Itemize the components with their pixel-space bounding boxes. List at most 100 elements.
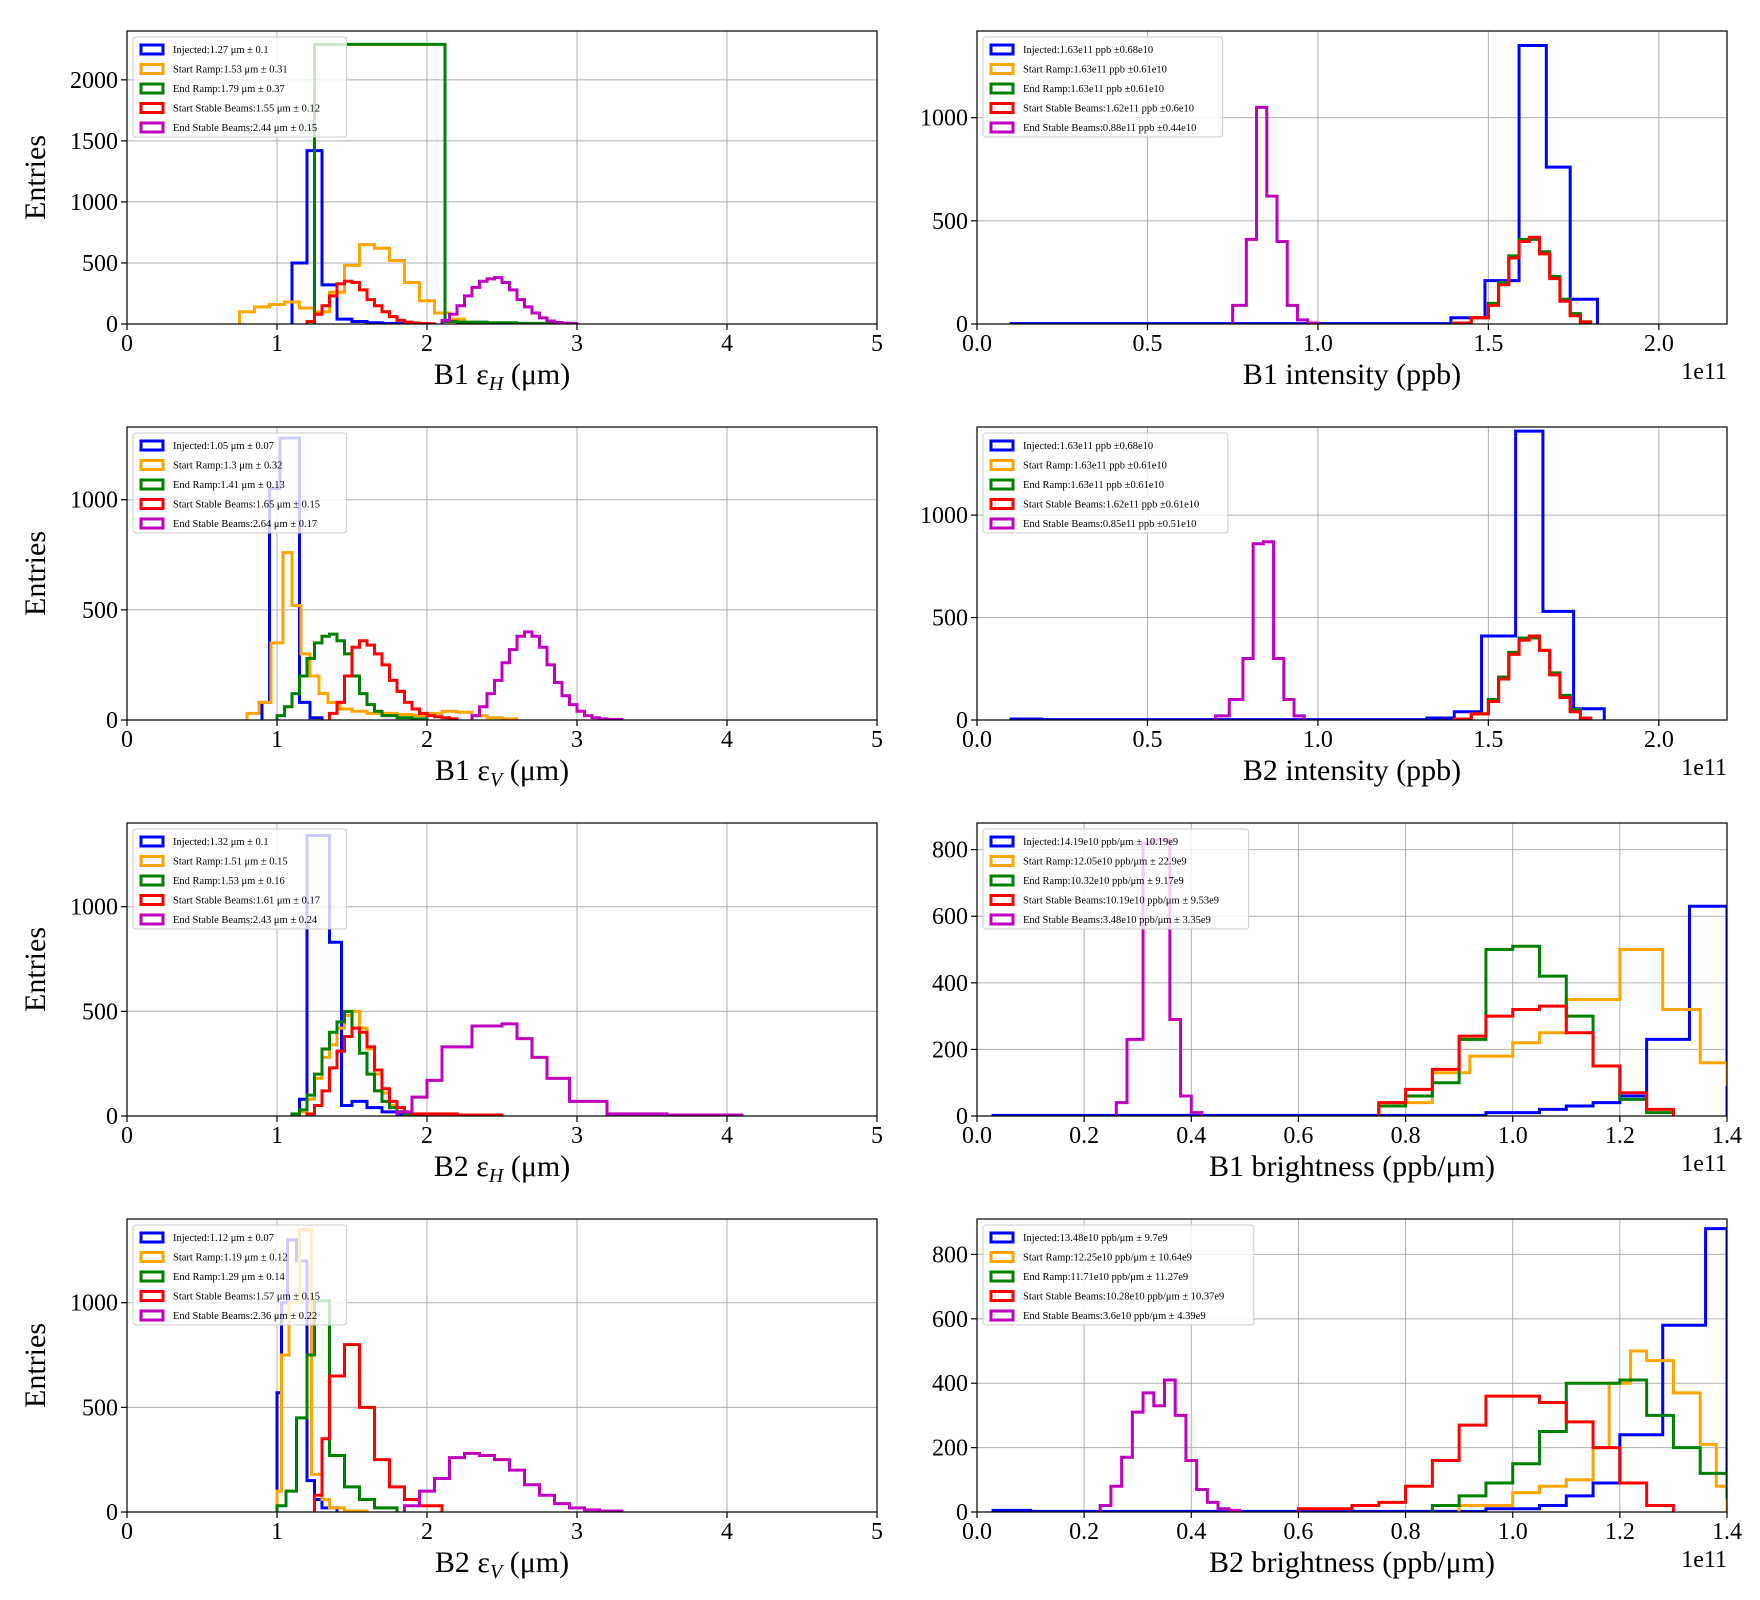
chart-b2-brightness: 0.0 0.2 0.4 0.6 0.8 1.0 1.2 1.4 0 200 400 600 800 B2 … bbox=[932, 1218, 1742, 1579]
y-tick-label: 400 bbox=[932, 971, 968, 997]
legend-swatch bbox=[139, 63, 165, 75]
y-tick-label: 0 bbox=[106, 708, 118, 734]
axis-offset-text: 1e11 bbox=[1681, 359, 1727, 385]
legend-entry: Start Ramp:1.19 μm ± 0.12 bbox=[173, 1253, 288, 1264]
histogram-start-stable-beams bbox=[313, 1343, 444, 1512]
x-tick-label: 1.0 bbox=[1303, 727, 1333, 753]
axes-frame bbox=[126, 30, 878, 325]
x-tick-label: 2.0 bbox=[1644, 331, 1674, 357]
legend-entry: Injected:1.27 μm ± 0.1 bbox=[173, 45, 269, 56]
y-axis-label: Entries bbox=[19, 531, 52, 616]
histogram-end-stable-beams bbox=[403, 1451, 624, 1512]
y-tick-label: 0 bbox=[956, 1500, 968, 1526]
x-axis-label: B2 brightness (ppb/μm) bbox=[1209, 1546, 1495, 1579]
legend-swatch bbox=[989, 1231, 1015, 1244]
x-tick-label: 5 bbox=[871, 727, 883, 753]
x-tick-label: 3 bbox=[571, 331, 583, 357]
legend-swatch bbox=[989, 43, 1015, 56]
legend-swatch bbox=[139, 1309, 165, 1322]
histogram-start-stable-beams bbox=[1452, 634, 1593, 720]
x-tick-label: 1.0 bbox=[1303, 331, 1333, 357]
legend-entry: End Stable Beams:0.88e11 ppb ±0.44e10 bbox=[1023, 123, 1196, 134]
x-tick-label: 4 bbox=[721, 1123, 733, 1149]
legend-swatch bbox=[139, 82, 165, 95]
x-tick-label: 0 bbox=[121, 331, 133, 357]
histogram-end-ramp bbox=[275, 632, 429, 720]
legend-swatch bbox=[139, 1231, 165, 1244]
legend-swatch bbox=[989, 1309, 1015, 1322]
y-tick-label: 500 bbox=[82, 251, 118, 277]
legend-swatch bbox=[989, 439, 1015, 452]
chart-b1-ev: 0 1 2 3 4 5 0 500 1000 B1 εV (μm) Entries Injected:… bbox=[19, 426, 883, 791]
legend-entry: Start Ramp:1.63e11 ppb ±0.61e10 bbox=[1023, 65, 1167, 76]
legend-entry: End Stable Beams:2.44 μm ± 0.15 bbox=[173, 123, 317, 134]
legend-entry: Injected:1.05 μm ± 0.07 bbox=[173, 441, 274, 452]
axis-offset-text: 1e11 bbox=[1681, 1151, 1727, 1177]
x-tick-label: 1.4 bbox=[1712, 1123, 1742, 1149]
y-tick-label: 2000 bbox=[70, 68, 118, 94]
x-tick-label: 0 bbox=[121, 1519, 133, 1545]
legend-entry: Start Ramp:1.63e11 ppb ±0.61e10 bbox=[1023, 461, 1167, 472]
y-tick-label: 0 bbox=[106, 312, 118, 338]
x-tick-label: 1 bbox=[271, 1519, 283, 1545]
x-tick-label: 3 bbox=[571, 727, 583, 753]
x-tick-label: 2 bbox=[421, 727, 433, 753]
legend-entry: End Ramp:1.63e11 ppb ±0.61e10 bbox=[1023, 84, 1164, 95]
y-tick-label: 200 bbox=[932, 1436, 968, 1462]
legend-box bbox=[132, 36, 348, 138]
x-tick-label: 1 bbox=[271, 1123, 283, 1149]
x-tick-label: 0.0 bbox=[962, 1519, 992, 1545]
legend-entry: Start Stable Beams:1.61 μm ± 0.17 bbox=[173, 896, 320, 907]
x-tick-label: 1.2 bbox=[1605, 1519, 1635, 1545]
histogram-start-ramp bbox=[275, 1227, 369, 1512]
legend-swatch bbox=[989, 835, 1015, 848]
legend-swatch bbox=[139, 439, 165, 452]
legend-swatch bbox=[139, 874, 165, 887]
y-tick-label: 0 bbox=[956, 708, 968, 734]
x-tick-label: 3 bbox=[571, 1519, 583, 1545]
y-tick-label: 1000 bbox=[70, 190, 118, 216]
x-tick-label: 0.5 bbox=[1132, 331, 1162, 357]
x-tick-label: 2 bbox=[421, 1519, 433, 1545]
legend-swatch bbox=[989, 855, 1015, 867]
legend-swatch bbox=[139, 1270, 165, 1283]
histogram-end-stable-beams bbox=[440, 276, 579, 324]
x-tick-label: 4 bbox=[721, 1519, 733, 1545]
legend-entry: End Stable Beams:2.43 μm ± 0.24 bbox=[173, 915, 318, 926]
legend-swatch bbox=[139, 517, 165, 530]
legend-entry: Injected:13.48e10 ppb/μm ± 9.7e9 bbox=[1023, 1233, 1168, 1244]
x-axis-label: B1 εH (μm) bbox=[434, 358, 570, 395]
legend-entry: End Stable Beams:0.85e11 ppb ±0.51e10 bbox=[1023, 519, 1196, 530]
legend-entry: Injected:1.63e11 ppb ±0.68e10 bbox=[1023, 45, 1153, 56]
histogram-end-stable-beams bbox=[395, 1022, 744, 1116]
legend-entry: Start Stable Beams:10.28e10 ppb/μm ± 10.… bbox=[1023, 1292, 1224, 1303]
y-tick-label: 1000 bbox=[70, 895, 118, 921]
histogram-injected bbox=[991, 904, 1727, 1116]
legend-entry: Start Stable Beams:1.62e11 ppb ±0.6e10 bbox=[1023, 104, 1194, 115]
histogram-end-stable-beams bbox=[470, 630, 624, 720]
legend-entry: Start Stable Beams:1.57 μm ± 0.15 bbox=[173, 1292, 320, 1303]
histogram-start-stable-beams bbox=[305, 279, 436, 324]
y-tick-label: 500 bbox=[82, 999, 118, 1025]
legend-swatch bbox=[139, 121, 165, 134]
legend-swatch bbox=[989, 1290, 1015, 1302]
x-tick-label: 0.0 bbox=[962, 331, 992, 357]
y-axis-label: Entries bbox=[19, 1323, 52, 1408]
y-axis-label: Entries bbox=[19, 135, 52, 220]
x-tick-label: 1.5 bbox=[1473, 331, 1503, 357]
y-tick-label: 1500 bbox=[70, 129, 118, 155]
axes-frame bbox=[976, 426, 1728, 721]
legend-entry: End Ramp:1.53 μm ± 0.16 bbox=[173, 876, 285, 887]
histogram-start-ramp bbox=[245, 551, 519, 720]
y-tick-label: 0 bbox=[106, 1500, 118, 1526]
legend-swatch bbox=[989, 459, 1015, 471]
legend-box bbox=[982, 828, 1250, 930]
legend-swatch bbox=[139, 835, 165, 848]
legend-swatch bbox=[139, 478, 165, 491]
legend-entry: Injected:1.63e11 ppb ±0.68e10 bbox=[1023, 441, 1153, 452]
legend-entry: Start Ramp:12.25e10 ppb/μm ± 10.64e9 bbox=[1023, 1253, 1192, 1264]
chart-b2-eh: 0 1 2 3 4 5 0 500 1000 B2 εH (μm) Entries Injected:… bbox=[19, 822, 883, 1187]
x-axis-label: B2 εV (μm) bbox=[435, 1546, 569, 1583]
legend-box bbox=[982, 1224, 1255, 1326]
x-axis-label: B1 εV (μm) bbox=[435, 754, 569, 791]
